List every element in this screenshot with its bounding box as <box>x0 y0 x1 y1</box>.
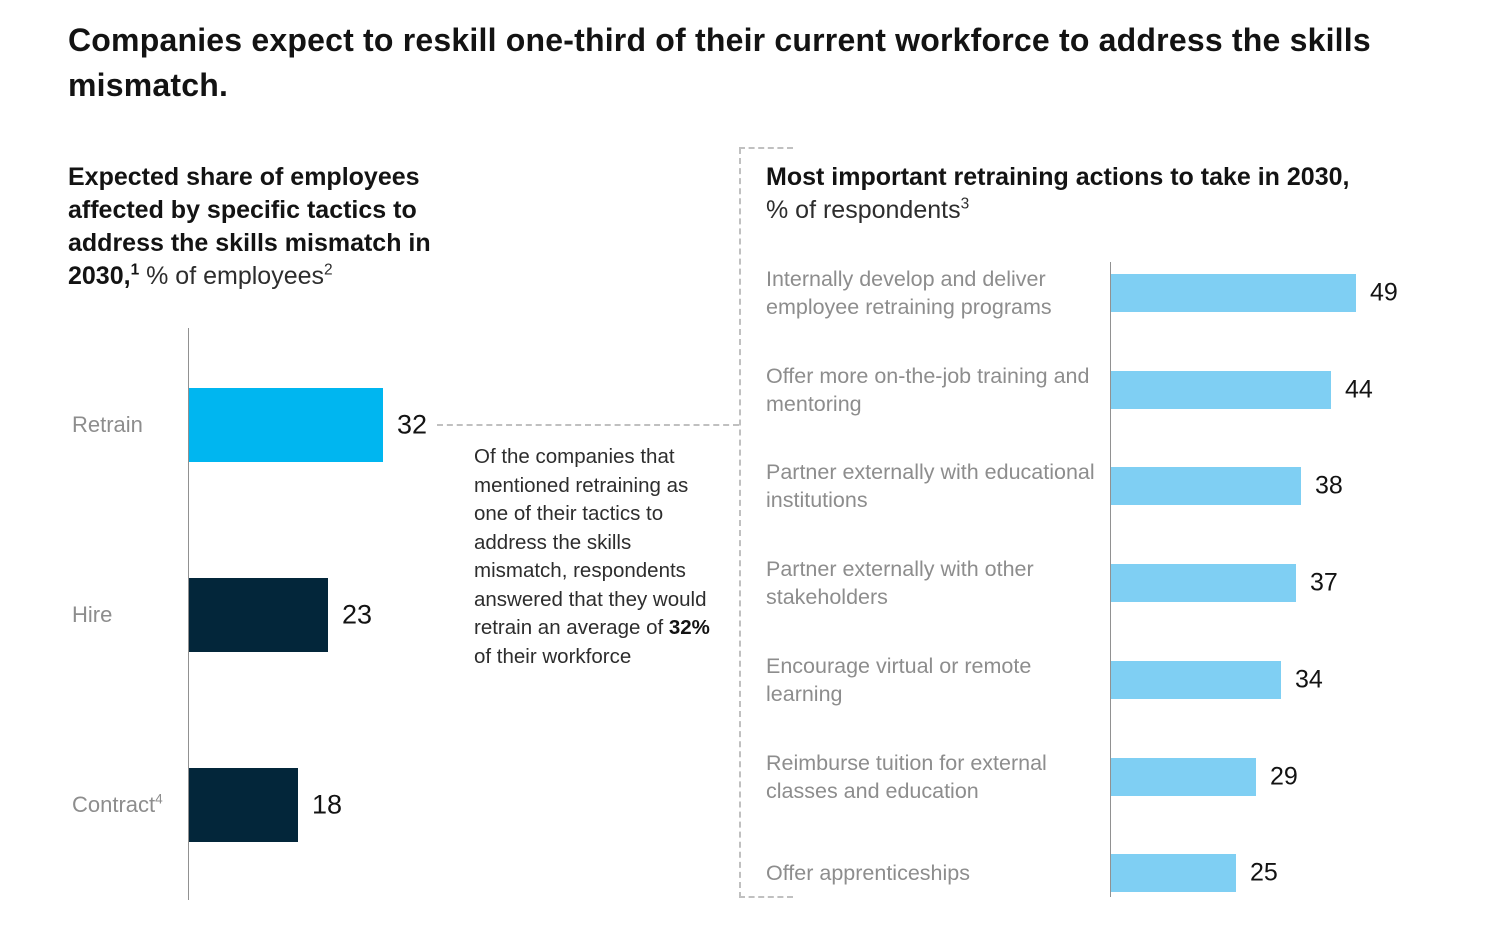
category-label: Hire <box>72 602 113 627</box>
bar-value-label: 18 <box>312 789 343 820</box>
annotation-text-before: Of the companies that mentioned retraini… <box>474 445 707 639</box>
bar <box>1111 564 1296 602</box>
annotation-highlight: 32% <box>668 616 710 639</box>
exhibit-title: Companies expect to reskill one-third of… <box>68 22 1371 103</box>
annotation-text-after: of their workforce <box>474 644 632 668</box>
bar <box>189 578 328 652</box>
bar-value-label: 29 <box>1270 762 1298 791</box>
footnote-marker-2: 2 <box>324 261 333 279</box>
right-bar-chart: Internally develop and deliver employee … <box>740 148 1488 900</box>
category-label: Offer apprenticeships <box>766 861 970 885</box>
footnote-marker-4: 4 <box>155 791 163 807</box>
right-heading-bold: Most important retraining actions to tak… <box>766 163 1350 191</box>
left-heading-unit: % of employees <box>139 262 325 290</box>
right-chart-heading: Most important retraining actions to tak… <box>766 161 1351 227</box>
bar-value-label: 38 <box>1315 471 1343 500</box>
category-label: Partner externally with other stakeholde… <box>766 557 1034 609</box>
right-panel-dashed-corner-bottom <box>739 896 793 898</box>
left-bar-chart: Retrain 32 Hire 23 Contract4 18 <box>0 328 740 900</box>
bar-value-label: 32 <box>397 409 428 440</box>
category-label: Internally develop and deliver employee … <box>766 267 1052 319</box>
category-label: Offer more on-the-job training and mento… <box>766 364 1090 416</box>
bar-value-label: 25 <box>1250 858 1278 887</box>
bar <box>1111 467 1301 505</box>
right-panel-dashed-corner-top <box>739 147 793 149</box>
bar-value-label: 23 <box>342 599 373 630</box>
right-panel-dashed-border <box>739 148 741 898</box>
category-label: Reimburse tuition for external classes a… <box>766 751 1047 803</box>
bar <box>189 388 383 462</box>
bar <box>1111 274 1356 312</box>
right-heading-unit: % of respondents <box>766 196 961 224</box>
right-panel: Most important retraining actions to tak… <box>740 148 1488 900</box>
right-chart-axis-line <box>1110 262 1111 897</box>
category-label: Encourage virtual or remote learning <box>766 654 1032 706</box>
footnote-marker-3: 3 <box>960 195 970 213</box>
category-label: Contract4 <box>72 791 163 817</box>
bar <box>1111 854 1236 892</box>
bar-value-label: 34 <box>1295 665 1323 694</box>
bar-value-label: 49 <box>1370 278 1398 307</box>
category-label: Partner externally with educational inst… <box>766 460 1095 512</box>
left-chart-axis-line <box>188 328 189 900</box>
bar-value-label: 37 <box>1310 568 1338 597</box>
bar <box>1111 371 1331 409</box>
category-label: Retrain <box>72 412 143 437</box>
footnote-marker-1: 1 <box>130 261 140 279</box>
bar <box>1111 661 1281 699</box>
bar <box>189 768 298 842</box>
bar-value-label: 44 <box>1345 375 1373 404</box>
left-heading-bold: Expected share of employees affected by … <box>68 163 431 290</box>
annotation-note: Of the companies that mentioned retraini… <box>474 443 726 671</box>
annotation-connector-line <box>437 424 739 426</box>
bar <box>1111 758 1256 796</box>
left-chart-heading: Expected share of employees affected by … <box>68 161 483 293</box>
